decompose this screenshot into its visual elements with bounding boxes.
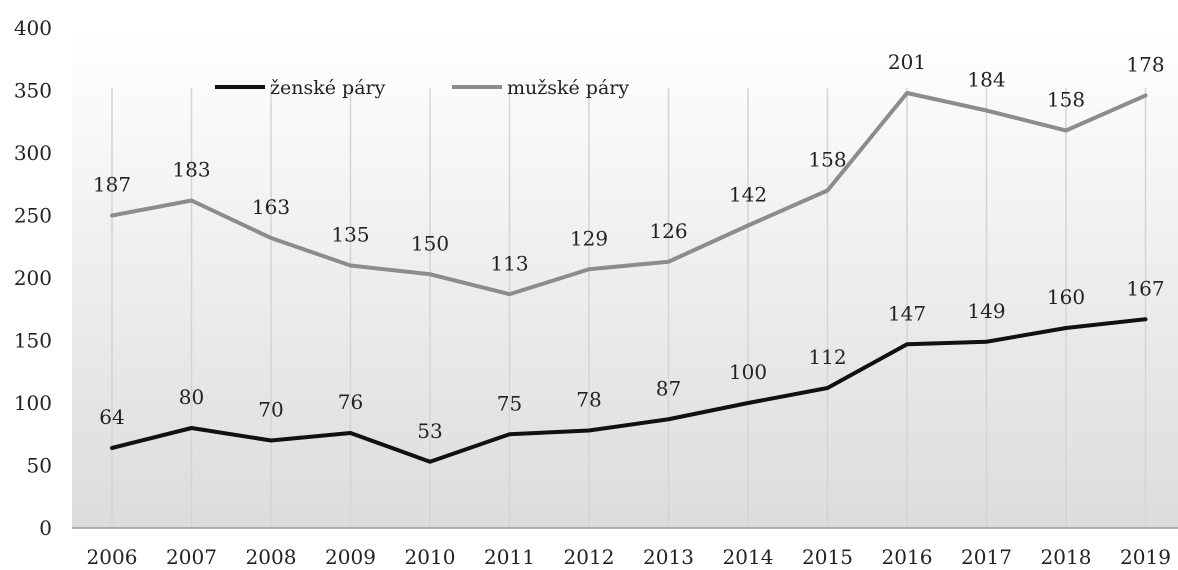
grid-lines [111,88,1147,528]
x-tick-label: 2013 [643,545,694,569]
legend-label: ženské páry [270,77,386,99]
data-label: 76 [338,390,363,414]
x-tick-label: 2018 [1041,545,1092,569]
y-tick-label: 250 [14,204,52,228]
y-tick-label: 400 [14,16,52,40]
data-label: 135 [331,223,369,247]
data-label: 100 [729,360,767,384]
data-label: 158 [808,148,846,172]
y-tick-label: 200 [14,266,52,290]
series [110,91,1148,464]
x-tick-label: 2009 [325,545,376,569]
legend: ženské páry mužské páry [215,77,629,99]
axes: 0 50 100 150 200 250 300 350 400 2006 2007 2008 2009… [14,16,1178,569]
x-tick-label: 2012 [564,545,615,569]
data-label: 78 [576,388,601,412]
data-label: 142 [729,183,767,207]
y-tick-label: 150 [14,329,52,353]
x-tick-label: 2015 [802,545,853,569]
data-label: 158 [1047,88,1085,112]
y-tick-label: 0 [39,516,52,540]
data-label: 178 [1126,53,1164,77]
data-label: 53 [417,419,442,443]
data-label: 70 [258,398,283,422]
data-label: 184 [967,68,1005,92]
series-line-zenske-pary [110,317,1148,464]
x-tick-label: 2008 [246,545,297,569]
data-label: 75 [497,391,522,415]
data-label: 187 [93,173,131,197]
y-tick-label: 300 [14,141,52,165]
data-label: 160 [1047,285,1085,309]
x-tick-label: 2011 [484,545,535,569]
data-label: 129 [570,226,608,250]
x-tick-label: 2006 [87,545,138,569]
x-tick-label: 2016 [882,545,933,569]
x-tick-label: 2010 [405,545,456,569]
x-tick-label: 2007 [166,545,217,569]
legend-label: mužské páry [507,77,629,99]
data-label: 167 [1126,276,1164,300]
data-label: 126 [649,219,687,243]
data-label: 201 [888,50,926,74]
data-label: 87 [656,376,681,400]
data-label: 163 [252,195,290,219]
y-tick-label: 50 [27,454,52,478]
data-labels: 64 80 70 76 53 75 78 87 100 112 147 149 160 167 187 183… [93,50,1165,443]
data-label: 147 [888,301,926,325]
data-label: 150 [411,231,449,255]
series-line-muzske-pary [110,91,1148,297]
data-label: 64 [99,405,124,429]
data-label: 80 [179,385,204,409]
x-tick-label: 2019 [1120,545,1171,569]
data-label: 183 [172,158,210,182]
plot-area [72,28,1178,528]
y-tick-label: 350 [14,79,52,103]
y-tick-label: 100 [14,391,52,415]
data-label: 112 [808,345,846,369]
data-label: 149 [967,299,1005,323]
x-tick-label: 2017 [961,545,1012,569]
x-tick-label: 2014 [723,545,774,569]
data-label: 113 [490,251,528,275]
